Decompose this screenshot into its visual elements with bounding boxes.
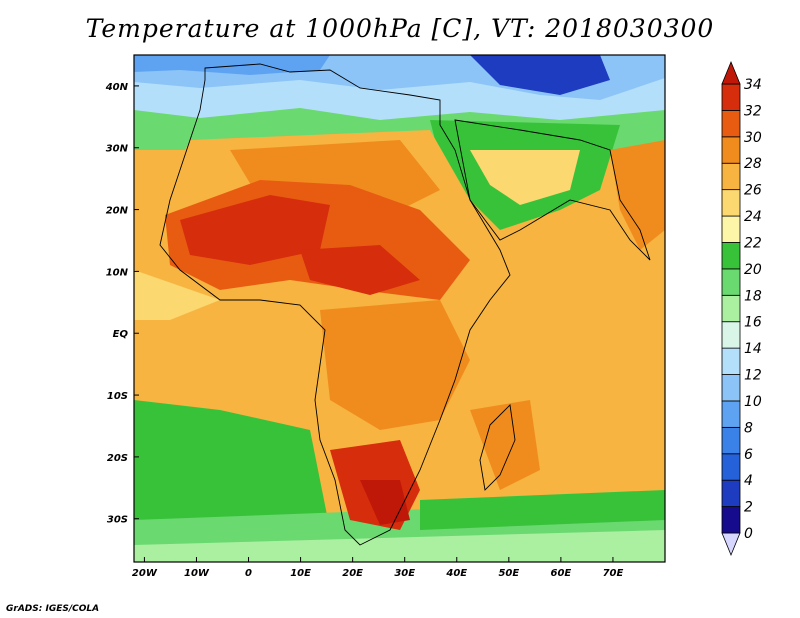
colorbar-swatch <box>721 189 741 217</box>
temperature-field <box>134 55 665 562</box>
colorbar-swatch <box>721 294 741 323</box>
map-title: Temperature at 1000hPa [C], VT: 20180303… <box>85 14 715 43</box>
colorbar-swatch <box>721 321 741 349</box>
colorbar-label: 2 <box>744 500 753 516</box>
colorbar-swatch <box>721 479 741 507</box>
colorbar-label: 26 <box>744 183 762 199</box>
lat-tick-label: 30S <box>107 515 128 526</box>
colorbar-label: 16 <box>744 315 762 331</box>
colorbar-label: 34 <box>744 77 762 93</box>
colorbar-swatch <box>721 453 741 481</box>
colorbar-swatch <box>721 242 741 270</box>
credit-label: GrADS: IGES/COLA <box>6 604 100 614</box>
colorbar-label: 0 <box>744 526 753 542</box>
lon-tick-label: 20E <box>342 568 363 579</box>
lon-tick-label: 60E <box>551 568 572 579</box>
lon-tick-label: 0 <box>245 568 252 579</box>
lat-tick-label: 20N <box>106 206 129 217</box>
colorbar-label: 10 <box>744 394 762 410</box>
colorbar-label: 12 <box>744 368 762 384</box>
colorbar-swatch <box>721 426 741 455</box>
colorbar-over-triangle <box>721 60 741 85</box>
colorbar-swatch <box>721 400 741 428</box>
map-frame <box>133 54 666 563</box>
colorbar-label: 18 <box>744 288 762 304</box>
colorbar-label: 24 <box>744 209 762 225</box>
colorbar-swatch <box>721 215 741 243</box>
lon-tick-label: 20W <box>132 568 158 579</box>
lat-tick-label: 20S <box>107 453 128 464</box>
lat-tick-label: 30N <box>106 144 129 155</box>
lat-tick-label: EQ <box>113 329 129 340</box>
lat-tick-label: 10S <box>107 391 128 402</box>
colorbar-swatch <box>721 83 741 111</box>
lon-tick-label: 50E <box>498 568 519 579</box>
colorbar-swatch <box>721 110 741 138</box>
colorbar-label: 30 <box>744 130 762 146</box>
colorbar-label: 20 <box>744 262 762 278</box>
colorbar-label: 14 <box>744 341 762 357</box>
coastlines <box>159 63 651 546</box>
region-india <box>610 140 665 250</box>
colorbar-label: 8 <box>744 420 753 436</box>
region-equatorial-ocean <box>134 300 320 420</box>
colorbar-swatch <box>721 506 741 534</box>
colorbar-label: 6 <box>744 447 753 463</box>
lat-tick-label: 10N <box>106 267 129 278</box>
colorbar-label: 22 <box>744 235 762 251</box>
colorbar-label: 4 <box>744 473 753 489</box>
colorbar-label: 32 <box>744 103 762 119</box>
colorbar-under-triangle <box>721 532 741 557</box>
colorbar-swatch <box>721 347 741 375</box>
lon-tick-label: 10W <box>184 568 210 579</box>
colorbar-swatch <box>721 136 741 164</box>
lon-tick-label: 30E <box>394 568 415 579</box>
lon-tick-label: 70E <box>603 568 624 579</box>
longitude-axis: 20W 10W 0 10E 20E 30E 40E 50E 60E 70E <box>132 557 624 579</box>
colorbar-label: 28 <box>744 156 762 172</box>
colorbar-swatch <box>721 268 741 296</box>
lon-tick-label: 40E <box>445 568 467 579</box>
colorbar-swatch <box>721 374 741 402</box>
latitude-axis: 40N 30N 20N 10N EQ 10S 20S 30S <box>105 82 139 526</box>
colorbar-swatch <box>721 162 741 191</box>
lon-tick-label: 10E <box>290 568 311 579</box>
lat-tick-label: 40N <box>105 82 129 93</box>
